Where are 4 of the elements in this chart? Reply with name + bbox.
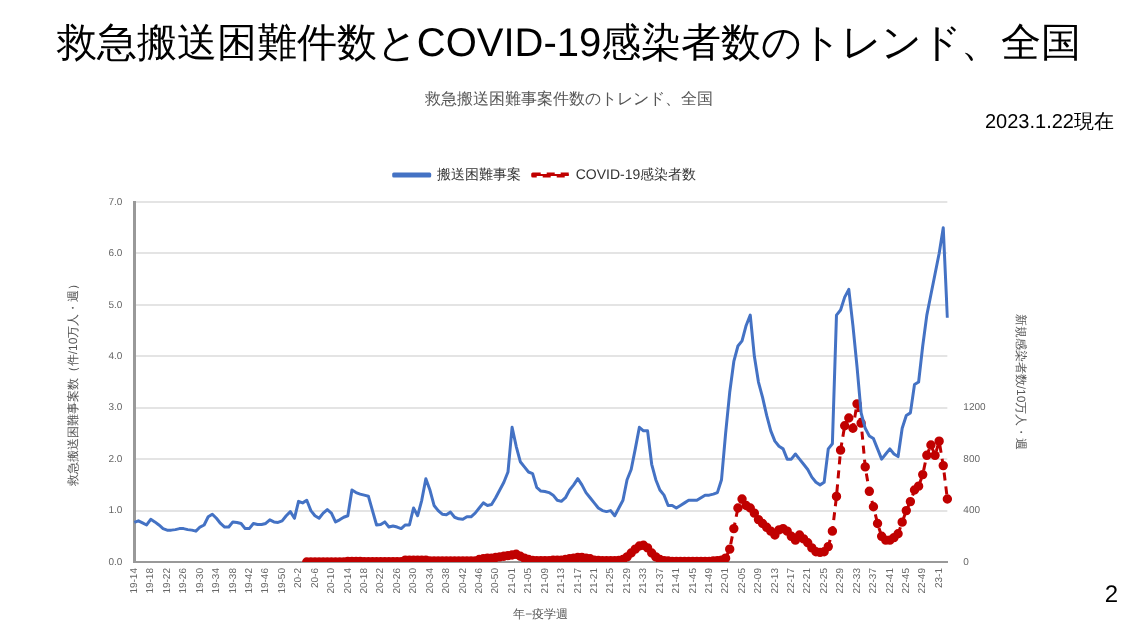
chart-title: 救急搬送困難件数とCOVID-19感染者数のトレンド、全国 [54, 20, 1084, 70]
text: 2023.1.22現在 [985, 110, 1114, 136]
text: 2 [1104, 580, 1118, 608]
chart-subtitle: 救急搬送困難事案件数のトレンド、全国 [423, 88, 715, 110]
